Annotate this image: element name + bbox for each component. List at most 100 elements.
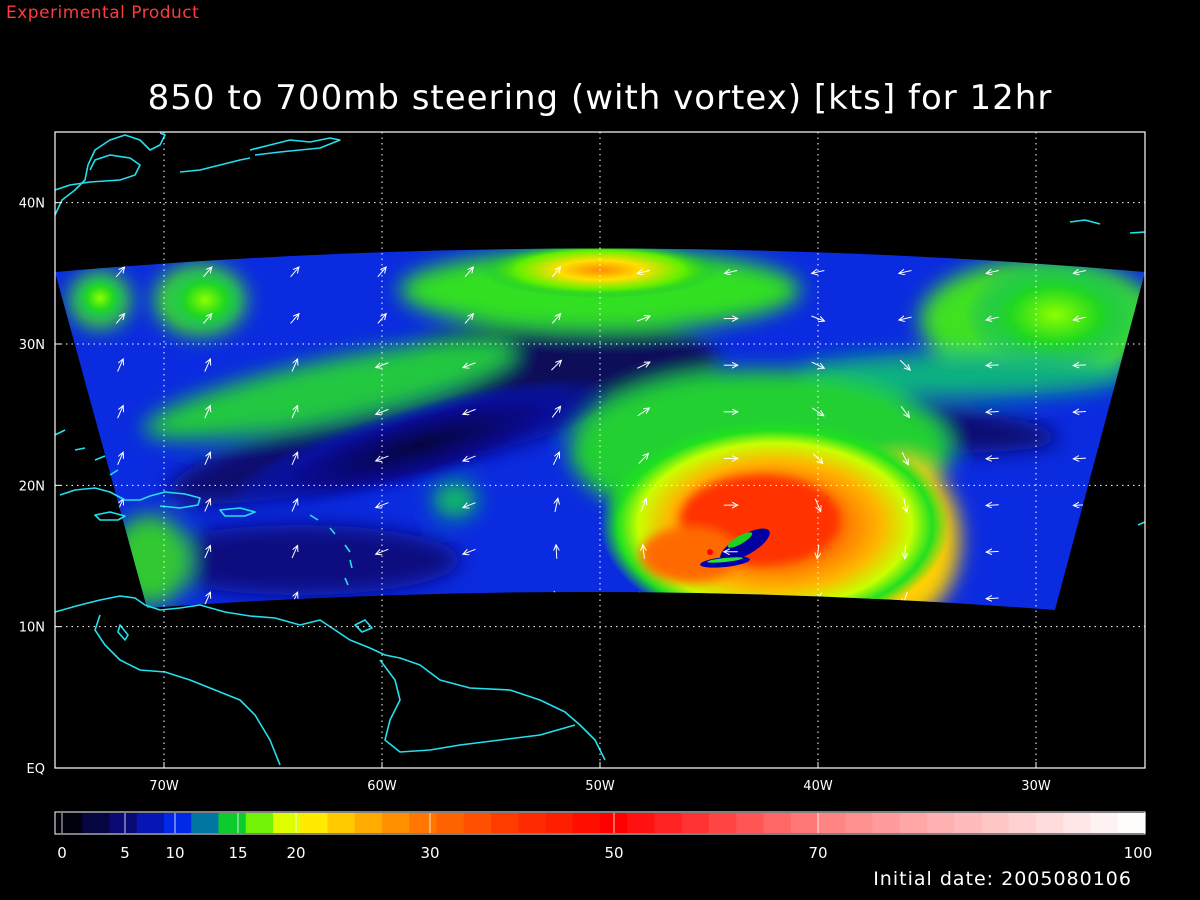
wind-vector-arrow [291,452,298,465]
wind-vector-arrow [117,406,124,419]
puerto-rico-coast [219,507,256,517]
colorbar-tick-label: 100 [1124,844,1153,862]
northeast-us-coast [54,132,166,216]
wind-vector-arrow [115,267,124,278]
colorbar-bin [1008,813,1037,833]
colorbar-bin [1036,813,1064,833]
latitude-tick-labels: 40N 30N 20N 10N EQ [19,197,61,777]
cuba-coast [59,487,151,501]
wind-vector-arrow [986,271,999,274]
colorbar-tick-labels: 0 5 10 15 20 30 50 70 100 [57,813,1152,862]
colorbar-bin [436,813,465,833]
wind-vector-arrow [376,362,389,368]
colorbar-bin [354,813,383,833]
colorbar-bin [790,813,819,833]
wind-vector-arrow [204,406,211,419]
vortex-core [700,528,770,568]
colorbar-bin [245,813,274,833]
wind-vector-arrow [463,408,476,414]
wind-vector-arrow [725,271,738,274]
wind-vector-arrow [551,406,560,418]
wind-vector-arrow [464,314,473,324]
colorbar-bin [1090,813,1119,833]
wind-vector-arrow [556,545,557,559]
colorbar-tick-label: 5 [120,844,130,862]
colorbar-bin [654,813,683,833]
trinidad-coast [354,619,373,633]
chart-title: 850 to 700mb steering (with vortex) [kts… [147,78,1053,118]
colorbar-bin [872,813,901,833]
lon-tick-label: 40W [803,779,833,794]
nova-scotia-coast [179,157,251,173]
colorbar-bin [382,813,410,833]
wind-vector-arrow [811,361,825,368]
colorbar: 0 5 10 15 20 30 50 70 100 [54,811,1152,862]
colorbar-tick-label: 50 [604,844,623,862]
lat-tick-label: 40N [19,197,45,212]
wind-vector-arrow [463,595,476,601]
wind-vector-arrow [115,314,124,324]
guiana-coast [379,659,576,753]
wind-vector-arrow [204,452,211,465]
wind-vector-arrow [376,548,389,554]
wind-vector-arrow [811,407,824,416]
colorbar-bin [273,813,301,833]
wind-vector-arrow [812,453,823,463]
colorbar-bin [545,813,574,833]
lon-tick-label: 50W [585,779,615,794]
wind-vector-arrow [463,502,476,508]
wind-vector-arrow [1073,271,1087,274]
islands-east [1069,219,1146,526]
wind-vector-arrow [291,499,298,512]
colorbar-tick-label: 15 [228,844,247,862]
colorbar-tick-label: 20 [286,844,305,862]
wind-vector-arrow [899,271,912,274]
lesser-antilles-coast [309,514,353,586]
colorbar-bin [927,813,955,833]
wind-vector-arrow [899,317,912,320]
longitude-tick-labels: 70W 60W 50W 40W 30W [149,762,1051,794]
wind-vector-arrow [291,406,298,419]
lon-tick-label: 70W [149,779,179,794]
wind-vector-arrow [117,592,124,605]
colorbar-bin [1063,813,1092,833]
wind-vector-arrow [817,544,819,559]
lat-tick-label: 30N [19,338,45,353]
colorbar-tick-label: 0 [57,844,67,862]
wind-vector-arrow [905,544,906,559]
wind-vector-arrow [376,502,389,508]
colorbar-bin [164,813,192,833]
wind-vector-arrow [376,408,389,414]
experimental-product-label: Experimental Product [6,3,200,23]
colorbar-bin [899,813,928,833]
wind-vector-arrow [986,365,999,366]
wind-vector-arrow [986,411,999,412]
wind-vector-arrow [291,545,298,559]
wind-vector-arrow [203,267,211,278]
lat-tick-label: 10N [19,621,45,636]
wind-speed-field [55,248,1145,610]
wind-vector-arrow [551,360,561,371]
colorbar-bin [763,813,792,833]
wind-vector-arrow [637,271,651,274]
wind-vector-arrow [638,453,649,464]
wind-vector-arrow [117,359,124,372]
wind-vector-arrow [812,271,825,274]
wind-vector-arrow [1073,598,1086,599]
colorbar-bin [109,813,138,833]
colorbar-bin [845,813,874,833]
colorbar-bin [218,813,247,833]
hispaniola-coast [149,491,201,509]
lat-tick-label: EQ [27,762,45,777]
colorbar-tick-label: 30 [420,844,439,862]
wind-vector-arrow [552,452,559,466]
wind-vector-arrow [203,314,211,324]
colorbar-bin [572,813,601,833]
wind-vector-arrow [1073,551,1086,552]
wind-vector-arrow [290,267,299,278]
wind-vector-arrow [986,551,999,552]
colorbar-bin [818,813,846,833]
colorbar-tick-label: 10 [165,844,184,862]
bahamas-coast [54,429,119,476]
